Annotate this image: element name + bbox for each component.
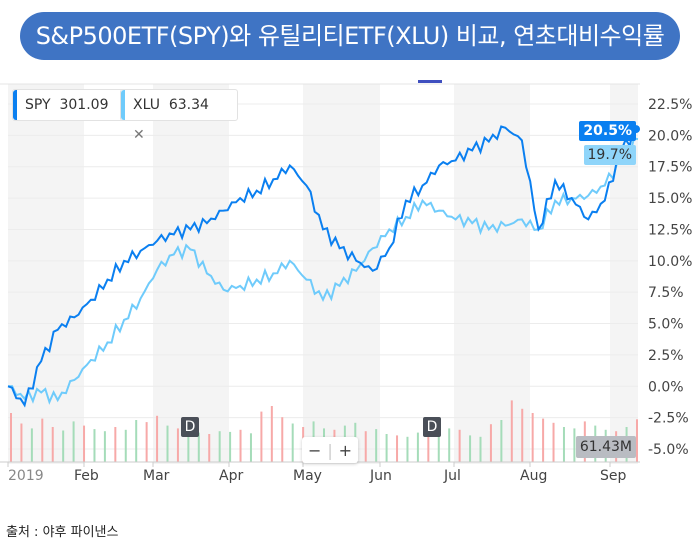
volume-bar (156, 415, 159, 462)
xlu-value-badge: 19.7% (583, 145, 636, 165)
month-band (153, 84, 229, 464)
series-line-xlu (7, 137, 639, 405)
volume-bar (573, 428, 576, 462)
x-tick-label: Feb (74, 468, 99, 484)
volume-bar (500, 420, 503, 462)
volume-bar (114, 427, 117, 462)
volume-bar (281, 417, 284, 462)
legend-spy[interactable]: SPY 301.09 (12, 89, 128, 121)
xlu-color-marker (121, 90, 125, 120)
y-tick-label: 10.0% (648, 254, 692, 270)
volume-bar (427, 420, 430, 462)
x-tick-label: 2019 (8, 468, 44, 484)
month-band (454, 84, 530, 464)
y-tick-label: 2.5% (648, 348, 684, 364)
volume-bar (291, 423, 294, 462)
y-tick-label: 0.0% (648, 379, 684, 395)
volume-bar (375, 429, 378, 462)
y-tick-label: 12.5% (648, 222, 692, 238)
chart-title: S&P500ETF(SPY)와 유틸리티ETF(XLU) 비교, 연초대비수익률 (20, 12, 680, 60)
volume-bar (448, 428, 451, 462)
volume-bar (469, 435, 472, 462)
volume-bar (176, 428, 179, 462)
remove-xlu-icon[interactable]: ✕ (133, 127, 145, 143)
volume-bar (521, 408, 524, 462)
source-note: 출처 : 야후 파이낸스 (6, 525, 119, 540)
volume-bar (260, 411, 263, 462)
volume-bar (270, 406, 273, 462)
volume-bar (208, 434, 211, 462)
comparison-chart[interactable]: 22.5% 20.0% 17.5% 15.0% 12.5% 10.0% 7.5% 5.0% 2.… (0, 0, 700, 520)
volume-bar (552, 422, 555, 462)
zoom-in-button[interactable]: + (338, 440, 353, 460)
y-tick-label: 5.0% (648, 317, 684, 333)
volume-bar (197, 432, 200, 462)
legend-spy-price: 301.09 (59, 97, 109, 113)
legend-xlu[interactable]: XLU 63.34 ✕ (120, 89, 238, 143)
volume-bar (30, 428, 33, 462)
legend-spy-symbol: SPY (25, 97, 51, 113)
volume-bar (406, 436, 409, 462)
legend-xlu-symbol: XLU (133, 97, 160, 113)
volume-badge: 61.43M (575, 436, 636, 458)
volume-bar (145, 422, 148, 462)
dividend-marker[interactable]: D (423, 417, 441, 437)
y-tick-label: 15.0% (648, 191, 692, 207)
legend-xlu-price: 63.34 (168, 97, 209, 113)
volume-bar (364, 431, 367, 462)
x-tick-label: Jun (369, 468, 392, 484)
volume-bar (124, 429, 127, 462)
spy-value-badge: 20.5% (579, 121, 636, 141)
volume-bar (542, 418, 545, 462)
volume-bar (636, 419, 638, 462)
zoom-out-button[interactable]: − (307, 440, 322, 460)
title-underline (418, 80, 442, 83)
volume-bar (531, 413, 534, 462)
volume-bar (437, 425, 440, 462)
volume-bar (458, 429, 461, 462)
volume-bar (218, 431, 221, 462)
volume-bar (93, 429, 96, 462)
volume-bar (166, 425, 169, 462)
volume-bar (385, 434, 388, 462)
volume-bar (249, 433, 252, 462)
x-tick-label: May (293, 468, 322, 484)
volume-bar (135, 420, 138, 462)
y-tick-label: 7.5% (648, 285, 684, 301)
volume-bar (62, 430, 65, 462)
volume-bar (396, 435, 399, 462)
x-tick-label: Sep (600, 468, 627, 484)
spy-color-marker (13, 90, 17, 120)
volume-bar (489, 424, 492, 462)
y-tick-label: -5.0% (648, 442, 689, 458)
y-tick-label: 17.5% (648, 160, 692, 176)
volume-bar (20, 423, 23, 462)
volume-bar (41, 418, 44, 462)
volume-bar (239, 429, 242, 462)
volume-bar (416, 432, 419, 462)
volume-bar (83, 425, 86, 462)
volume-bar (72, 421, 75, 462)
volume-bar (229, 431, 232, 462)
volume-bar (51, 427, 54, 462)
month-band (8, 84, 84, 464)
series-line-spy (7, 125, 639, 408)
y-tick-label: -2.5% (648, 411, 689, 427)
y-tick-label: 20.0% (648, 128, 692, 144)
volume-bar (10, 413, 12, 462)
dividend-marker[interactable]: D (181, 417, 199, 437)
volume-bar (510, 400, 513, 462)
volume-bar (103, 431, 106, 462)
volume-bar (187, 430, 190, 462)
volume-bar (562, 427, 565, 462)
x-tick-label: Mar (143, 468, 170, 484)
x-tick-label: Aug (520, 468, 547, 484)
month-band (303, 84, 380, 464)
y-tick-label: 22.5% (648, 97, 692, 113)
volume-bar (479, 436, 482, 462)
zoom-control: − | + (302, 437, 358, 463)
x-tick-label: Apr (219, 468, 243, 484)
x-tick-label: Jul (443, 468, 461, 484)
